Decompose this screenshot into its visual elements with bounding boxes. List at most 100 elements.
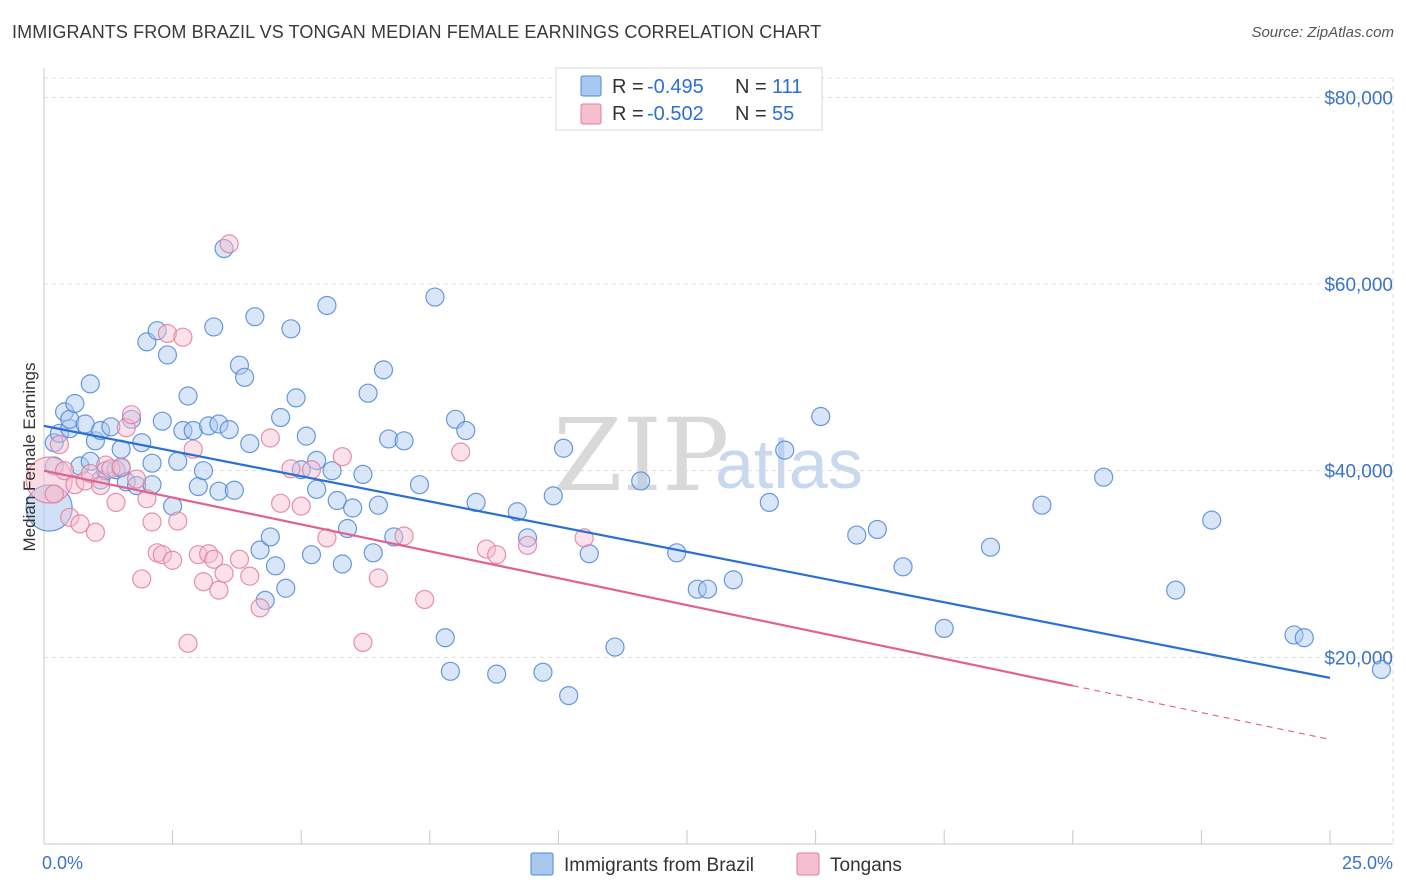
point-tongan bbox=[106, 492, 126, 512]
trend-line-tongan-extension bbox=[1072, 685, 1331, 741]
point-brazil bbox=[168, 451, 188, 471]
point-brazil bbox=[1032, 495, 1052, 515]
point-brazil bbox=[265, 556, 286, 576]
point-brazil bbox=[379, 429, 399, 449]
point-brazil bbox=[276, 578, 296, 598]
point-brazil bbox=[435, 628, 455, 648]
point-tongan bbox=[193, 572, 214, 592]
point-tongan bbox=[250, 598, 270, 618]
point-brazil bbox=[157, 345, 178, 365]
point-tongan bbox=[199, 544, 219, 564]
point-brazil bbox=[559, 685, 579, 706]
trend-line-brazil bbox=[43, 424, 1331, 679]
legend-n-label-brazil: N = bbox=[735, 76, 767, 98]
x-tick-label-max: 25.0% bbox=[1342, 853, 1393, 873]
point-brazil bbox=[332, 554, 352, 574]
legend-r-label-tongan: R = bbox=[612, 103, 644, 125]
point-brazil bbox=[759, 492, 779, 512]
point-brazil bbox=[240, 434, 260, 454]
point-brazil bbox=[811, 406, 831, 427]
point-tongan bbox=[142, 512, 162, 532]
point-brazil bbox=[204, 317, 224, 337]
point-tongan bbox=[415, 589, 435, 610]
point-tongan bbox=[168, 511, 188, 531]
point-tongan bbox=[163, 550, 183, 570]
legend-r-value-tongan: -0.502 bbox=[647, 103, 704, 125]
point-brazil bbox=[631, 471, 651, 491]
point-brazil bbox=[260, 527, 280, 547]
bottom-legend-swatch-tongan bbox=[796, 852, 820, 876]
point-tongan bbox=[173, 327, 193, 347]
y-tick-label: $40,000 bbox=[1324, 462, 1393, 483]
y-tick-label: $80,000 bbox=[1324, 88, 1393, 109]
point-tongan bbox=[126, 469, 147, 489]
point-brazil bbox=[425, 287, 445, 307]
point-brazil bbox=[1094, 467, 1114, 487]
point-brazil bbox=[80, 374, 100, 394]
point-brazil bbox=[219, 420, 239, 440]
point-brazil bbox=[178, 386, 198, 406]
bottom-legend-label-brazil: Immigrants from Brazil bbox=[564, 855, 754, 876]
point-brazil bbox=[687, 579, 707, 599]
source-credit: Source: ZipAtlas.com bbox=[1251, 24, 1394, 41]
point-tongan bbox=[271, 493, 291, 513]
point-tongan bbox=[96, 455, 116, 475]
point-brazil bbox=[980, 537, 1001, 557]
point-brazil bbox=[867, 519, 887, 540]
chart-title: IMMIGRANTS FROM BRAZIL VS TONGAN MEDIAN … bbox=[12, 22, 822, 42]
point-tongan bbox=[451, 442, 471, 462]
x-tick-label-min: 0.0% bbox=[42, 853, 83, 873]
point-tongan bbox=[219, 234, 239, 254]
point-brazil bbox=[775, 440, 795, 460]
point-brazil bbox=[250, 540, 270, 560]
point-brazil bbox=[847, 525, 867, 545]
point-brazil bbox=[245, 307, 265, 327]
point-brazil bbox=[533, 662, 553, 682]
legend-n-value-tongan: 55 bbox=[772, 103, 794, 125]
point-tongan bbox=[152, 545, 172, 565]
point-brazil bbox=[343, 498, 363, 518]
point-brazil bbox=[1202, 510, 1222, 530]
point-tongan bbox=[65, 475, 85, 495]
point-tongan bbox=[178, 633, 198, 653]
point-brazil bbox=[440, 661, 460, 681]
point-tongan bbox=[517, 535, 538, 555]
point-brazil bbox=[209, 414, 229, 434]
point-tongan bbox=[49, 434, 70, 455]
point-brazil bbox=[517, 528, 538, 548]
legend-n-value-brazil: 111 bbox=[772, 76, 802, 98]
series-tongan-points bbox=[25, 234, 594, 653]
point-brazil bbox=[394, 431, 414, 451]
trend-line-tongan bbox=[43, 469, 1074, 687]
point-tongan bbox=[229, 549, 250, 569]
point-brazil bbox=[286, 388, 306, 408]
point-tongan bbox=[214, 563, 234, 583]
point-brazil bbox=[301, 545, 322, 565]
point-brazil bbox=[209, 481, 229, 501]
point-brazil bbox=[1166, 580, 1186, 600]
point-brazil bbox=[456, 420, 476, 441]
point-tongan bbox=[188, 545, 208, 565]
point-brazil bbox=[373, 360, 394, 380]
point-tongan bbox=[25, 456, 73, 504]
correlation-legend: R = -0.495 N = 111 R = -0.502 N = 55 bbox=[555, 67, 823, 131]
point-tongan bbox=[85, 522, 106, 542]
point-brazil bbox=[1294, 628, 1314, 648]
point-brazil bbox=[322, 461, 342, 481]
point-brazil bbox=[152, 411, 172, 431]
axes bbox=[43, 68, 1393, 845]
bottom-legend-swatch-brazil bbox=[530, 852, 554, 876]
point-brazil bbox=[384, 527, 404, 547]
point-tongan bbox=[44, 484, 64, 504]
point-brazil bbox=[307, 479, 327, 499]
watermark-atlas: atlas bbox=[715, 425, 863, 503]
point-brazil bbox=[224, 480, 244, 500]
point-brazil bbox=[235, 367, 255, 387]
point-brazil bbox=[353, 464, 373, 484]
point-brazil bbox=[183, 420, 203, 441]
point-brazil bbox=[296, 426, 316, 446]
point-tongan bbox=[260, 428, 280, 448]
y-tick-label: $60,000 bbox=[1324, 275, 1393, 296]
point-brazil bbox=[193, 461, 214, 481]
